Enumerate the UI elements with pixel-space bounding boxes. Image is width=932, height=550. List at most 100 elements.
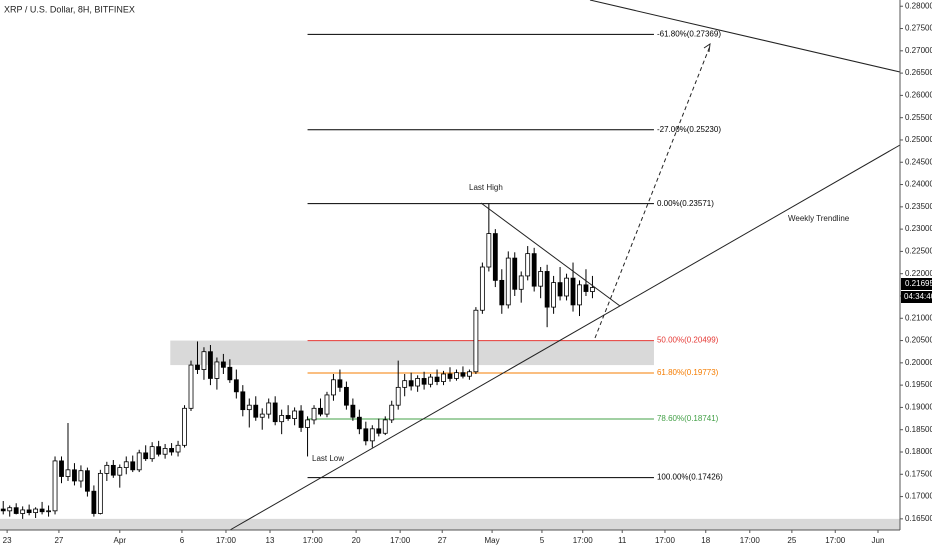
fib-label: 50.00%(0.20499)	[657, 336, 719, 345]
candle-body	[59, 460, 64, 477]
x-tick-label: 6	[180, 536, 185, 545]
candle-body	[512, 257, 518, 290]
y-tick-label: 0.22000	[905, 269, 932, 278]
x-tick-label: 17:00	[216, 536, 237, 545]
zones	[0, 340, 900, 530]
x-tick-label: 17:00	[303, 536, 324, 545]
candle-body	[311, 407, 317, 421]
candle-body	[434, 376, 440, 382]
y-tick-label: 0.20500	[905, 336, 932, 345]
candle-body	[253, 404, 259, 418]
y-tick-label: 0.24000	[905, 180, 932, 189]
x-tick-label: May	[485, 536, 500, 545]
candle-body	[518, 275, 524, 290]
candle-body	[525, 253, 531, 277]
candle-body	[486, 233, 492, 268]
x-tick-label: 20	[352, 536, 361, 545]
candle-body	[467, 371, 472, 377]
candle-body	[356, 416, 362, 430]
candle-body	[447, 373, 453, 379]
candle-body	[415, 378, 421, 387]
x-tick-label: 17:00	[573, 536, 594, 545]
candle-body	[246, 404, 252, 411]
zone	[0, 518, 900, 530]
candle-body	[421, 378, 427, 385]
fib-label: 100.00%(0.17426)	[657, 473, 723, 482]
y-tick-label: 0.24500	[905, 157, 932, 166]
candle-body	[402, 380, 408, 388]
y-tick-label: 0.16500	[905, 514, 932, 523]
candle-body	[279, 415, 285, 423]
candle-body	[20, 509, 26, 514]
axes: 0.16500 0.17000 0.17500 0.18000 0.18500 0.190…	[3, 1, 932, 545]
candle-body	[26, 509, 32, 514]
candle-body	[395, 386, 401, 406]
y-tick-label: 0.19500	[905, 380, 932, 389]
y-tick-label: 0.17000	[905, 492, 932, 501]
y-tick-label: 0.25500	[905, 113, 932, 122]
fib-label: -61.80%(0.27369)	[657, 29, 721, 38]
fib-label: -27.00%(0.25230)	[657, 125, 721, 134]
candle-body	[557, 282, 563, 297]
candle-body	[208, 351, 213, 379]
candle-body	[551, 282, 557, 308]
candle-body	[428, 376, 433, 385]
candle-body	[259, 413, 265, 418]
candle-body	[162, 448, 168, 455]
candle-body	[324, 394, 330, 415]
candle-body	[318, 407, 323, 415]
candle-body	[473, 309, 479, 373]
candle-body	[110, 464, 116, 476]
candle-body	[0, 508, 6, 512]
candle-body	[233, 379, 239, 393]
countdown: 04:34:40	[904, 292, 932, 301]
candle-body	[195, 364, 200, 370]
x-tick-label: 17:00	[740, 536, 761, 545]
candle-body	[298, 410, 304, 428]
last-price: 0.21695	[905, 279, 932, 288]
candle-body	[220, 361, 226, 368]
upper-trendline	[589, 0, 901, 73]
candle-body	[104, 464, 110, 474]
y-tick-label: 0.18000	[905, 447, 932, 456]
candle-body	[39, 508, 45, 513]
candle-body	[350, 404, 356, 418]
weekly-trendline	[229, 144, 901, 531]
candle-body	[169, 448, 174, 453]
candle-body	[188, 364, 194, 409]
y-tick-label: 0.18500	[905, 425, 932, 434]
candle-body	[78, 470, 84, 482]
candle-body	[577, 284, 582, 306]
chart-title: XRP / U.S. Dollar, 8H, BITFINEX	[4, 4, 135, 14]
candle-body	[583, 284, 589, 292]
candle-body	[214, 361, 220, 379]
candle-body	[175, 444, 181, 453]
y-tick-label: 0.27000	[905, 46, 932, 55]
x-tick-label: 18	[701, 536, 710, 545]
candle-body	[272, 402, 278, 423]
candle-body	[85, 470, 90, 492]
candle-body	[130, 461, 136, 471]
countdown-box	[901, 291, 932, 303]
candle-body	[97, 472, 103, 514]
candle-body	[337, 379, 343, 388]
candle-body	[13, 507, 19, 514]
candle-body	[156, 446, 162, 455]
triangle-line	[480, 202, 621, 307]
candle-body	[72, 469, 77, 482]
candle-body	[590, 287, 595, 292]
y-tick-label: 0.26500	[905, 68, 932, 77]
y-tick-label: 0.27500	[905, 24, 932, 33]
zone	[170, 340, 654, 366]
projection-arrow	[594, 45, 711, 339]
candle-body	[182, 407, 187, 446]
candle-body	[123, 461, 129, 468]
y-tick-label: 0.23000	[905, 224, 932, 233]
y-tick-label: 0.28000	[905, 1, 932, 10]
x-tick-label: 13	[266, 536, 275, 545]
annotation: Last High	[469, 183, 503, 192]
x-tick-label: Apr	[114, 536, 127, 545]
x-tick-label: 5	[540, 536, 545, 545]
candle-body	[7, 507, 13, 512]
